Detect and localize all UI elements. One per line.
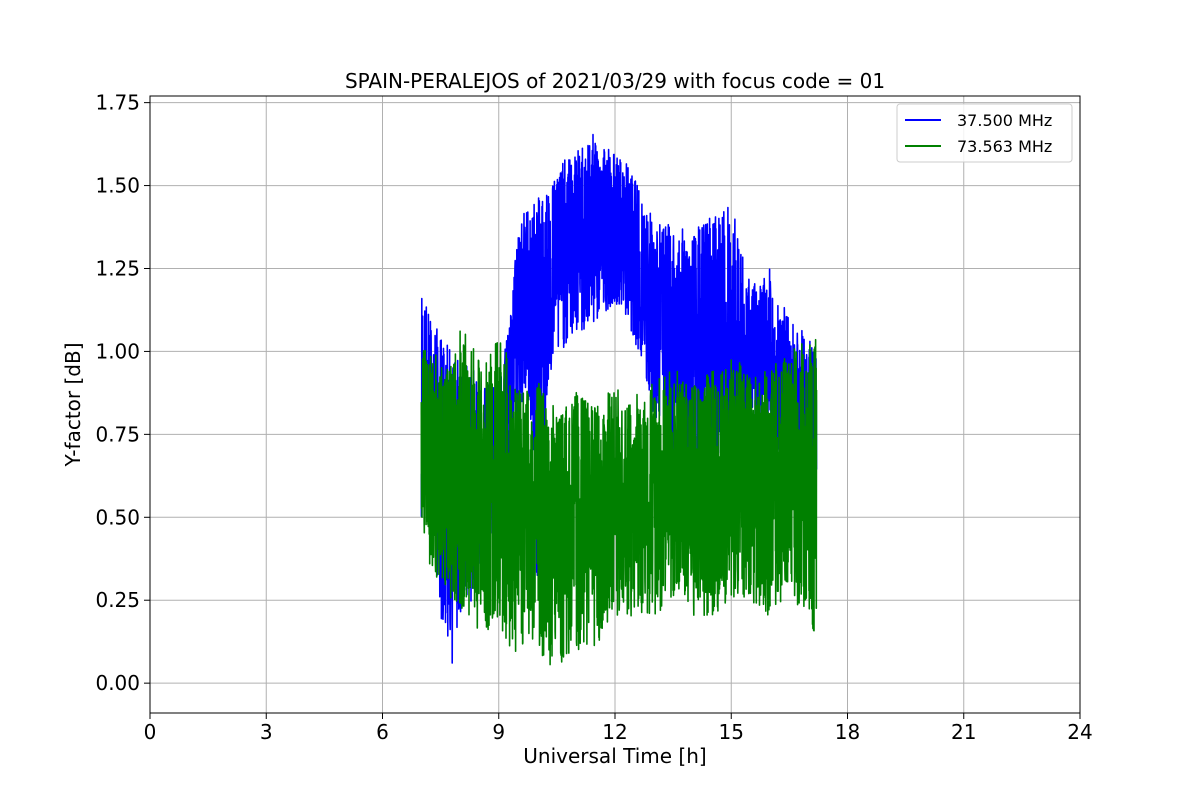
x-tick-label: 12 [602,720,627,744]
y-tick-label: 0.75 [95,422,140,446]
y-axis-label: Y-factor [dB] [61,342,85,467]
y-tick-label: 1.75 [95,91,140,115]
x-tick-label: 9 [492,720,505,744]
legend-label: 37.500 MHz [957,111,1052,130]
tick-layer: 0 3 6 9 12 15 18 21 24 0.00 0.25 0.50 0.75 1.00 1.25 1.… [95,91,1092,744]
x-tick-label: 0 [144,720,157,744]
y-tick-label: 0.50 [95,505,140,529]
series-layer [420,133,818,666]
legend-label: 73.563 MHz [957,137,1052,156]
x-axis-label: Universal Time [h] [523,744,706,768]
x-tick-label: 24 [1067,720,1092,744]
legend-box [896,103,1073,163]
x-tick-label: 21 [951,720,976,744]
x-tick-label: 15 [719,720,744,744]
y-tick-label: 1.50 [95,174,140,198]
series-line-1 [420,330,818,666]
x-tick-label: 6 [376,720,389,744]
y-tick-label: 0.25 [95,588,140,612]
chart-title: SPAIN-PERALEJOS of 2021/03/29 with focus… [345,69,885,93]
y-tick-label: 1.00 [95,339,140,363]
x-tick-label: 3 [260,720,273,744]
y-tick-label: 1.25 [95,256,140,280]
x-tick-label: 18 [835,720,860,744]
y-tick-label: 0.00 [95,671,140,695]
legend: 37.500 MHz 73.563 MHz [896,103,1073,163]
